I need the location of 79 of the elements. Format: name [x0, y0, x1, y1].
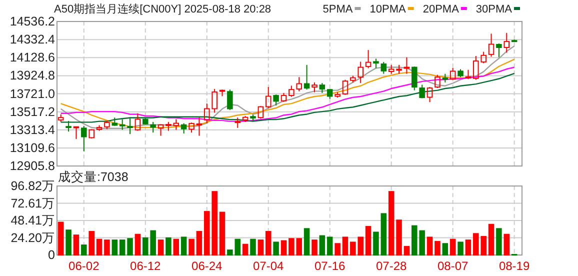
- bar: [104, 240, 110, 256]
- candlestick: [404, 56, 410, 74]
- x-tick-label: 08-07: [437, 259, 468, 273]
- bar: [312, 240, 318, 256]
- x-tick-label: 07-28: [376, 259, 408, 273]
- bar: [342, 236, 348, 256]
- y-tick-label: 13313.4: [10, 122, 56, 137]
- bar: [326, 236, 333, 256]
- bar: [166, 237, 172, 256]
- legend-label: 10PMA: [370, 4, 406, 16]
- bar: [81, 244, 87, 256]
- y-tick-label: 0: [48, 248, 56, 262]
- bar: [158, 240, 164, 256]
- bar: [188, 238, 194, 256]
- candlestick: [158, 124, 164, 136]
- bar: [258, 240, 264, 256]
- y-tick-label: 14332.4: [10, 32, 56, 47]
- bar: [180, 236, 187, 256]
- bar: [442, 243, 448, 256]
- candlestick: [358, 61, 364, 84]
- bar: [112, 240, 118, 256]
- bar: [58, 222, 64, 256]
- candlestick: [127, 118, 133, 135]
- y-tick-label: 13924.8: [10, 68, 56, 83]
- bar: [196, 230, 202, 256]
- legend-label: 20PMA: [422, 4, 460, 16]
- y-tick-label: 96.82万: [10, 179, 55, 193]
- x-tick-label: 07-16: [314, 259, 346, 273]
- bar: [426, 236, 433, 256]
- x-tick-label: 06-12: [130, 259, 162, 273]
- y-tick-label: 12905.8: [10, 159, 56, 173]
- legend-label: 30PMA: [476, 4, 513, 16]
- bar: [66, 230, 72, 256]
- bar: [373, 232, 379, 256]
- bar: [334, 243, 340, 256]
- x-tick-label: 06-24: [192, 259, 223, 273]
- bar: [404, 246, 410, 256]
- bar: [458, 242, 464, 256]
- bar: [304, 228, 310, 256]
- y-tick-label: 24.20万: [10, 230, 55, 245]
- bar: [388, 191, 394, 256]
- bar: [280, 240, 287, 256]
- y-tick-label: 14536.2: [10, 14, 56, 28]
- bar: [127, 238, 133, 256]
- bar: [488, 224, 494, 256]
- bar: [496, 228, 502, 256]
- bar: [434, 240, 440, 256]
- bar: [465, 240, 472, 256]
- bar: [219, 212, 226, 256]
- text: 成交量:7038: [58, 169, 128, 184]
- bar: [88, 230, 94, 256]
- bar: [273, 242, 279, 256]
- y-tick-label: 13721.0: [10, 86, 56, 101]
- y-tick-label: 72.61万: [10, 196, 55, 210]
- bar: [450, 238, 456, 256]
- x-tick-label: 06-02: [68, 259, 100, 273]
- bar: [119, 240, 126, 256]
- bar: [73, 234, 80, 256]
- bar: [504, 234, 510, 256]
- line-series: [60, 45, 515, 129]
- x-tick-label: 08-19: [498, 259, 530, 273]
- legend-label: 5PMA: [322, 4, 354, 16]
- x-tick-label: 07-04: [253, 259, 284, 273]
- bar: [265, 230, 272, 256]
- candlestick: [196, 117, 202, 136]
- bar: [365, 226, 372, 256]
- bar: [242, 244, 248, 256]
- y-tick-label: 13109.6: [10, 140, 56, 155]
- chart-title: A50期指当月连续[CN00Y] 2025-08-18 20:28: [54, 2, 272, 16]
- bar: [250, 238, 256, 256]
- bar: [96, 238, 102, 256]
- y-tick-label: 48.41万: [10, 214, 55, 228]
- bar: [380, 213, 387, 256]
- bar: [173, 238, 180, 256]
- y-tick-label: 13517.2: [10, 104, 56, 119]
- bar: [396, 220, 402, 256]
- bar: [319, 235, 326, 256]
- bar: [134, 234, 141, 256]
- y-tick-label: 14128.6: [10, 50, 56, 65]
